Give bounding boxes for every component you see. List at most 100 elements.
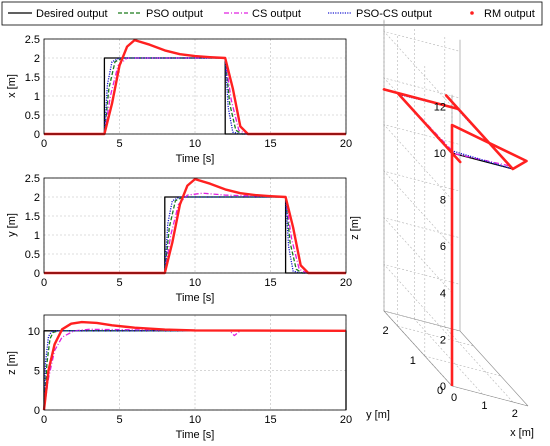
legend-item-pso-cs-output: PSO-CS output	[328, 8, 432, 20]
panel-y-series-cs-output	[44, 192, 346, 274]
panel-y-ytick-2: 2	[34, 192, 40, 204]
panel-3d-ytick-1: 1	[410, 355, 416, 367]
panel-y-ylabel: y [m]	[6, 213, 18, 237]
panel-y-ticks: 0 5 10 15 20 0 0.5 1 1.5 2 2.5	[25, 173, 352, 289]
panel-x-ticks: 0 5 10 15 20 0 0.5 1 1.5 2 2.5	[25, 34, 352, 150]
panel-3d-xtick-2: 2	[512, 408, 518, 420]
panel-x-xlabel: Time [s]	[176, 153, 215, 165]
panel-3d-xtick-1: 1	[481, 400, 487, 412]
legend: Desired output PSO output CS output PSO-CS …	[1, 1, 543, 26]
panel-y-xtick-0: 0	[41, 277, 47, 289]
panel-y-frame	[43, 177, 347, 274]
legend-item-cs-output: CS output	[224, 8, 301, 20]
panel-x-ytick-1: 1	[34, 91, 40, 103]
panel-x-xtick-20: 20	[340, 138, 352, 150]
panel-x-frame	[43, 38, 347, 135]
panel-3d-ytick-2: 2	[383, 325, 389, 337]
panel-z-ytick-10: 10	[28, 326, 40, 338]
panel-y-xtick-20: 20	[340, 277, 352, 289]
panel-3d-edge-0	[451, 385, 529, 407]
panel-x-ylabel: x [m]	[6, 74, 18, 98]
panel-3d-ztick-6: 6	[440, 241, 446, 253]
panel-y: 0 5 10 15 20 0 0.5 1 1.5 2 2.5 Time [s] y [m]	[6, 173, 352, 304]
panel-x-ytick-2: 2	[34, 53, 40, 65]
panel-x: 0 5 10 15 20 0 0.5 1 1.5 2 2.5 Time [s] x [m]	[6, 34, 352, 165]
panel-x-series-cs-output	[44, 57, 346, 135]
panel-y-ytick-1.5: 1.5	[25, 211, 40, 223]
panel-y-xtick-15: 15	[264, 277, 276, 289]
panel-3d-floor-xgrid-1	[414, 318, 483, 395]
panel-3d-edge-1	[383, 310, 453, 387]
panel-3d-ztick-4: 4	[440, 288, 446, 300]
legend-label-pso-output: PSO output	[146, 8, 203, 20]
panel-z-ticks: 0 5 10 15 20 0 5 10	[28, 326, 352, 426]
panel-z-ylabel: z [m]	[6, 351, 18, 375]
legend-item-rm-output: RM output	[470, 8, 535, 20]
panel-3d-floor-ygrid-2	[397, 325, 474, 347]
panel-z-xlabel: Time [s]	[176, 429, 215, 441]
panel-z-xtick-10: 10	[189, 414, 201, 426]
panel-x-xtick-5: 5	[116, 138, 122, 150]
panel-z-ytick-5: 5	[34, 365, 40, 377]
panel-y-ytick-1: 1	[34, 230, 40, 242]
panel-3d-ytick-0: 0	[437, 385, 443, 397]
legend-frame	[1, 1, 543, 26]
panel-3d-floor-ygrid-1	[424, 355, 501, 377]
panel-3d-gridlines	[383, 19, 529, 407]
panel-3d-ztick-12: 12	[434, 101, 446, 113]
panel-x-xtick-10: 10	[189, 138, 201, 150]
panel-3d-zlabel: z [m]	[349, 216, 361, 240]
panel-x-background	[44, 39, 346, 134]
panel-x-xtick-15: 15	[264, 138, 276, 150]
panel-y-xtick-5: 5	[116, 277, 122, 289]
panel-y-series-rm-output	[44, 177, 346, 275]
panel-x-ytick-0: 0	[34, 129, 40, 141]
panel-y-xlabel: Time [s]	[176, 292, 215, 304]
panel-3d-ztick-2: 2	[440, 334, 446, 346]
legend-label-cs-output: CS output	[252, 8, 301, 20]
panel-3d-series-rm-output	[382, 88, 528, 386]
panel-z-xtick-20: 20	[340, 414, 352, 426]
panel-y-ytick-0: 0	[34, 268, 40, 280]
panel-z: 0 5 10 15 20 0 5 10 Time [s] z [m]	[6, 314, 352, 441]
panel-z-frame	[43, 314, 347, 411]
panel-x-xtick-0: 0	[41, 138, 47, 150]
legend-label-pso-cs-output: PSO-CS output	[356, 8, 432, 20]
legend-swatch-rm-output	[470, 11, 474, 15]
panel-3d-floor-xgrid-2	[444, 326, 514, 403]
panel-z-series-cs-output	[43, 328, 346, 411]
panel-z-xtick-5: 5	[116, 414, 122, 426]
panel-y-ytick-2.5: 2.5	[25, 173, 40, 185]
panel-x-ytick-1.5: 1.5	[25, 72, 40, 84]
panel-3d-ztick-8: 8	[440, 195, 446, 207]
panel-3d-xlabel: x [m]	[510, 427, 534, 439]
legend-item-pso-output: PSO output	[118, 8, 203, 20]
legend-label-rm-output: RM output	[484, 8, 535, 20]
panel-y-series-pso-output	[44, 196, 346, 274]
panel-z-series-rm-output	[42, 320, 347, 411]
panel-z-ytick-0: 0	[34, 405, 40, 417]
panel-x-series-pso-output	[44, 57, 346, 135]
panel-x-series-pso-cs-output	[44, 57, 346, 135]
panel-z-xtick-0: 0	[41, 414, 47, 426]
panel-3d-ztick-0: 0	[440, 381, 446, 393]
panel-3d-series	[382, 88, 528, 386]
panel-z-series-pso-cs-output	[43, 330, 346, 411]
panel-y-xtick-10: 10	[189, 277, 201, 289]
panel-3d-ylabel: y [m]	[366, 409, 390, 421]
panel-3d-xtick-0: 0	[451, 392, 457, 404]
panel-3d-edge-4	[383, 310, 461, 332]
legend-item-desired-output: Desired output	[8, 8, 108, 20]
panel-3d-ztick-10: 10	[434, 148, 446, 160]
panel-y-ytick-0.5: 0.5	[25, 249, 40, 261]
panel-x-ytick-2.5: 2.5	[25, 34, 40, 46]
panel-y-series-pso-cs-output	[44, 196, 346, 274]
panel-3d-edge-3	[459, 330, 529, 407]
panel-x-series-rm-output	[44, 38, 346, 136]
legend-label-desired-output: Desired output	[36, 8, 108, 20]
panel-x-ytick-0.5: 0.5	[25, 110, 40, 122]
panel-3d-zgrid-0	[383, 310, 461, 387]
panel-z-xtick-15: 15	[264, 414, 276, 426]
